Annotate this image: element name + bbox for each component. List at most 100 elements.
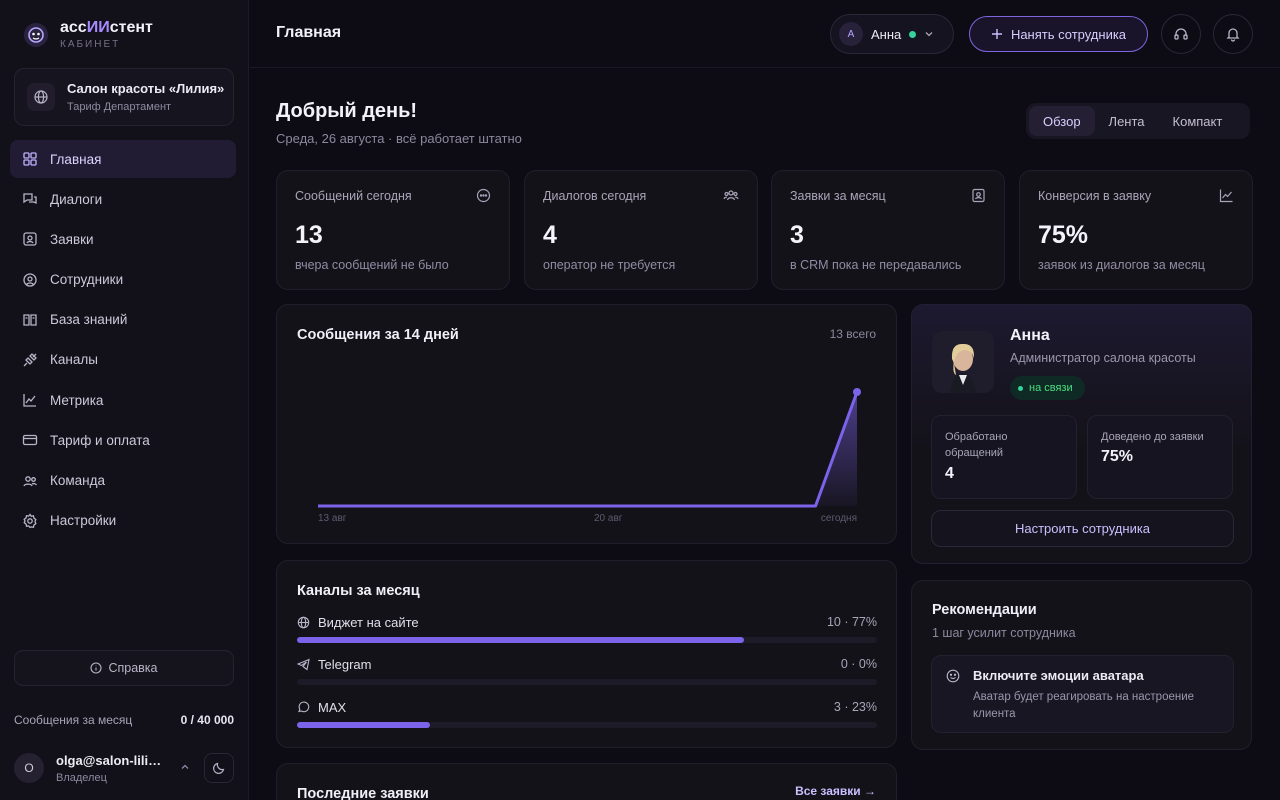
tab-feed[interactable]: Лента — [1108, 113, 1145, 129]
chart-area — [318, 392, 857, 506]
employee-selector[interactable]: А Анна — [830, 14, 954, 54]
channel-value: 10 · 77% — [826, 615, 877, 629]
employee-card-name: Анна — [1010, 327, 1050, 344]
sidebar-item-label: Заявки — [50, 231, 94, 247]
chart-tick-label: 20 авг — [594, 513, 623, 524]
recommendations-subtitle: 1 шаг усилит сотрудника — [932, 626, 1076, 640]
kpi-conversion: Конверсия в заявку 75% заявок из диалого… — [1019, 170, 1253, 290]
users-icon — [723, 188, 739, 203]
stat-label: Доведено до заявки — [1101, 431, 1204, 443]
kpi-label: Диалогов сегодня — [543, 189, 647, 203]
channels-card: Каналы за месяц Виджет на сайте 10 · 77%… — [276, 560, 897, 748]
channels-title: Каналы за месяц — [297, 583, 420, 599]
sidebar-item-leads[interactable]: Заявки — [10, 220, 236, 258]
plug-icon — [22, 352, 38, 368]
employee-name: Анна — [871, 26, 902, 42]
sidebar-item-employees[interactable]: Сотрудники — [10, 261, 236, 299]
sidebar-item-label: Метрика — [50, 392, 104, 408]
kpi-value: 4 — [543, 221, 557, 249]
sidebar-item-label: Сотрудники — [50, 272, 124, 288]
topbar: Главная А Анна Нанять сотрудника — [250, 0, 1280, 68]
user-email: olga@salon-liliya.ru — [56, 752, 168, 768]
quota-label: Сообщения за месяц — [14, 713, 133, 727]
logo-icon — [24, 23, 48, 47]
channel-value: 3 · 23% — [833, 700, 877, 714]
messages-chart: 13 авг 20 авг сегодня — [318, 388, 861, 524]
recent-leads-card: Последние заявки Все заявки → — [276, 763, 897, 800]
contact-card-icon — [971, 188, 986, 203]
hire-employee-button[interactable]: Нанять сотрудника — [969, 16, 1148, 52]
kpi-label: Конверсия в заявку — [1038, 189, 1152, 203]
employee-avatar: А — [839, 22, 863, 46]
stat-value: 4 — [945, 465, 954, 482]
contact-card-icon — [22, 231, 38, 247]
sidebar-item-label: Главная — [50, 151, 102, 167]
message-quota: Сообщения за месяц 0 / 40 000 — [14, 713, 234, 727]
channel-name: Виджет на сайте — [318, 615, 419, 630]
org-plan: Тариф Департамент — [67, 101, 172, 113]
kpi-sub: оператор не требуется — [543, 258, 676, 272]
view-switcher: Обзор Лента Компакт — [1026, 103, 1250, 139]
user-circle-icon — [22, 272, 38, 288]
recommendation-item[interactable]: Включите эмоции аватара Аватар будет реа… — [931, 655, 1234, 733]
help-label: Справка — [108, 661, 158, 675]
channel-name: Telegram — [318, 657, 372, 672]
chart-series-line — [318, 391, 859, 508]
logo[interactable]: ассИИстент КАБИНЕТ — [24, 20, 153, 50]
configure-employee-button[interactable]: Настроить сотрудника — [931, 510, 1234, 547]
brand-name: ассИИстент — [60, 19, 153, 36]
team-icon — [22, 473, 38, 489]
online-dot-icon — [1018, 385, 1023, 391]
stat-handled: Обработано обращений 4 — [931, 415, 1077, 499]
stat-converted: Доведено до заявки 75% — [1087, 415, 1233, 499]
help-button[interactable]: Справка — [14, 650, 234, 686]
greeting-title: Добрый день! — [276, 100, 418, 122]
sidebar-item-channels[interactable]: Каналы — [10, 341, 236, 379]
info-icon — [90, 662, 103, 674]
trend-icon — [22, 392, 38, 408]
chart-point[interactable] — [853, 388, 861, 396]
sidebar-item-home[interactable]: Главная — [10, 140, 236, 178]
telegram-icon — [297, 658, 310, 671]
org-switcher[interactable]: Салон красоты «Лилия» Тариф Департамент — [14, 68, 234, 126]
smile-icon — [946, 669, 960, 683]
sidebar-item-settings[interactable]: Настройки — [10, 502, 236, 540]
sidebar-item-billing[interactable]: Тариф и оплата — [10, 421, 236, 459]
sidebar-item-label: База знаний — [50, 312, 128, 328]
theme-toggle-button[interactable] — [204, 753, 234, 783]
online-dot-icon — [909, 30, 917, 38]
kpi-label: Заявки за месяц — [790, 189, 886, 203]
status-label: на связи — [1029, 382, 1073, 394]
sidebar-item-knowledge[interactable]: База знаний — [10, 301, 236, 339]
stat-value: 75% — [1101, 448, 1134, 465]
chat-icon — [297, 701, 310, 714]
gear-icon — [22, 513, 38, 529]
stat-label: Обработано обращений — [945, 431, 1008, 459]
bell-icon — [1225, 26, 1241, 42]
employee-card-role: Администратор салона красоты — [1010, 351, 1196, 365]
kpi-sub: в CRM пока не передавались — [790, 258, 962, 272]
moon-icon — [212, 761, 226, 775]
headset-icon — [1173, 26, 1189, 42]
channel-bar — [297, 637, 877, 643]
employee-card: Анна Администратор салона красоты на свя… — [911, 304, 1252, 564]
chevron-down-icon — [924, 29, 934, 39]
greeting-subtitle: Среда, 26 августа · всё работает штатно — [276, 131, 522, 146]
notifications-button[interactable] — [1213, 14, 1253, 54]
tab-compact[interactable]: Компакт — [1172, 113, 1223, 129]
chart-tick-label: сегодня — [821, 513, 857, 524]
sidebar-item-dialogs[interactable]: Диалоги — [10, 180, 236, 218]
kpi-value: 13 — [295, 221, 323, 249]
sidebar-item-metrics[interactable]: Метрика — [10, 381, 236, 419]
sidebar-item-team[interactable]: Команда — [10, 462, 236, 500]
all-leads-link[interactable]: Все заявки → — [795, 784, 876, 798]
globe-icon — [27, 83, 55, 111]
support-button[interactable] — [1161, 14, 1201, 54]
credit-card-icon — [22, 432, 38, 448]
user-menu[interactable]: O olga@salon-liliya.ru Владелец — [14, 748, 234, 788]
book-icon — [22, 312, 38, 328]
tab-overview[interactable]: Обзор — [1029, 106, 1095, 136]
chevron-up-icon[interactable] — [180, 762, 190, 772]
sidebar-item-label: Диалоги — [50, 191, 103, 207]
kpi-value: 3 — [790, 221, 804, 249]
